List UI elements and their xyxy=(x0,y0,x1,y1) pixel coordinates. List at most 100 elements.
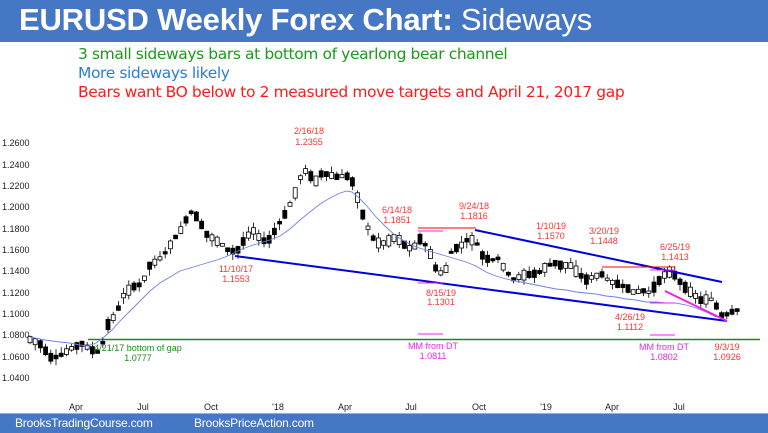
candle xyxy=(630,289,636,295)
candle xyxy=(682,281,688,293)
candle xyxy=(474,242,480,246)
annotation-price: 1.1301 xyxy=(427,297,455,307)
channel-upper-line xyxy=(474,229,723,283)
candle xyxy=(90,346,95,355)
candle xyxy=(599,271,605,278)
candle xyxy=(126,284,132,296)
y-axis: 1.2600 1.2400 1.2200 1.2000 1.1800 1.160… xyxy=(2,138,30,383)
mm-price-2019: 1.0802 xyxy=(650,352,678,362)
candle xyxy=(453,243,459,253)
annotation-price: 1.1413 xyxy=(661,252,689,262)
annotation-date: 8/15/19 xyxy=(426,288,456,298)
candle xyxy=(131,282,137,291)
candle xyxy=(646,290,652,294)
candle xyxy=(365,225,371,230)
candle xyxy=(282,210,288,219)
candle xyxy=(48,352,54,362)
candle xyxy=(677,278,683,285)
candle xyxy=(734,308,740,312)
candle xyxy=(526,271,532,278)
candle xyxy=(277,220,283,225)
price-chart: 1.2600 1.2400 1.2200 1.2000 1.1800 1.160… xyxy=(2,126,760,412)
y-tick: 1.1200 xyxy=(2,288,30,298)
candle xyxy=(240,237,246,246)
x-tick: Apr xyxy=(338,402,352,412)
candle xyxy=(469,235,475,246)
candle xyxy=(703,294,709,305)
candle xyxy=(183,216,189,224)
annotation-price: 1.1570 xyxy=(537,231,565,241)
annotation-date: 9/24/18 xyxy=(459,201,489,211)
candle xyxy=(339,174,345,179)
candle xyxy=(230,247,236,255)
candle xyxy=(121,292,126,299)
candle xyxy=(620,283,626,288)
x-tick: Apr xyxy=(605,402,619,412)
candle xyxy=(287,202,293,207)
candle xyxy=(724,312,730,317)
title-rest: Sideways xyxy=(452,2,593,37)
header-bar: EURUSD Weekly Forex Chart: Sideways xyxy=(0,0,768,42)
candle xyxy=(459,241,465,249)
candle xyxy=(313,175,319,187)
candle xyxy=(516,274,522,280)
candle xyxy=(116,305,121,311)
candle xyxy=(375,237,381,249)
y-tick: 1.0600 xyxy=(2,352,30,362)
candle xyxy=(532,269,537,278)
candle xyxy=(662,271,667,279)
candle xyxy=(308,171,314,182)
candle xyxy=(604,277,610,281)
footer-bar: BrooksTradingCourse.com BrooksPriceActio… xyxy=(0,413,768,433)
candle xyxy=(323,171,329,177)
candle xyxy=(537,270,542,274)
candle xyxy=(100,340,106,345)
y-tick: 1.0400 xyxy=(2,373,30,383)
candle xyxy=(74,342,80,350)
candle xyxy=(589,275,594,280)
y-tick: 1.1600 xyxy=(2,245,30,255)
candle xyxy=(714,302,719,310)
annotation-date: 4/26/19 xyxy=(615,312,645,322)
candle xyxy=(479,251,485,260)
footer-link-price-action[interactable]: BrooksPriceAction.com xyxy=(194,416,314,430)
candle xyxy=(193,211,199,222)
candle xyxy=(245,231,251,239)
annotation-date: 3/20/19 xyxy=(589,226,619,236)
annotation-price: 1.1112 xyxy=(617,322,643,332)
candle xyxy=(656,276,662,286)
x-tick: Jul xyxy=(137,402,149,412)
candle xyxy=(448,250,454,254)
candle xyxy=(136,282,142,288)
candle xyxy=(251,227,257,235)
x-tick: Oct xyxy=(204,402,219,412)
candle xyxy=(495,256,501,261)
candle xyxy=(485,254,491,263)
candle xyxy=(521,269,527,281)
gap-price: 1.0777 xyxy=(124,353,152,363)
annotations: 2/16/18 1.2355 6/14/18 1.1851 9/24/18 1.… xyxy=(94,126,741,363)
x-tick: Oct xyxy=(472,402,487,412)
candle xyxy=(422,242,428,247)
candle xyxy=(38,340,43,349)
y-tick: 1.1400 xyxy=(2,266,30,276)
annotation-price: 1.1553 xyxy=(222,274,250,284)
y-tick: 1.0800 xyxy=(2,330,30,340)
annotation-price: 1.1448 xyxy=(590,236,618,246)
candle xyxy=(318,170,324,178)
candle xyxy=(396,234,402,245)
candle xyxy=(693,292,698,299)
note-1: 3 small sideways bars at bottom of yearl… xyxy=(78,45,508,63)
footer-link-trading-course[interactable]: BrooksTradingCourse.com xyxy=(15,416,153,430)
candle xyxy=(542,263,548,273)
candle xyxy=(568,262,574,269)
mm-price-2018: 1.0811 xyxy=(420,351,447,361)
candle xyxy=(53,354,59,360)
candle xyxy=(355,192,361,203)
candle xyxy=(173,234,179,240)
candle xyxy=(584,274,589,285)
candle xyxy=(199,220,205,230)
candle xyxy=(32,338,38,346)
candle xyxy=(84,344,90,350)
annotation-date: 1/10/19 xyxy=(536,221,566,231)
